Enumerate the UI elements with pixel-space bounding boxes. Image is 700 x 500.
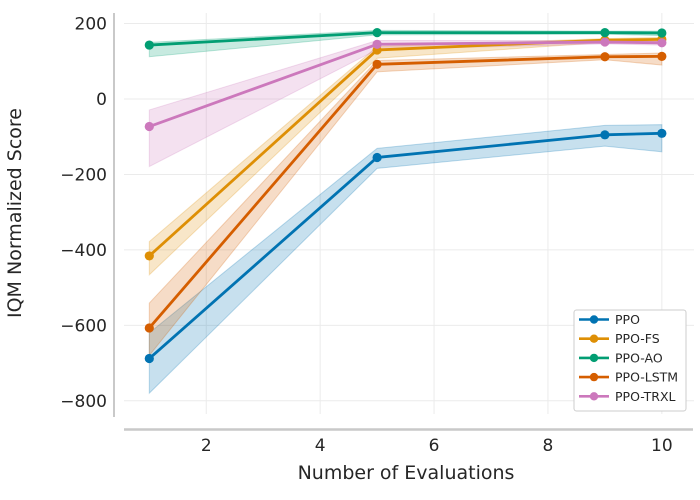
legend-dot-marker <box>589 334 599 343</box>
legend-item-PPO-TRXL: PPO-TRXL <box>579 389 676 404</box>
legend-item-PPO-FS: PPO-FS <box>579 331 660 346</box>
legend-dot-marker <box>589 372 599 382</box>
y-tick-label: −400 <box>60 241 107 261</box>
series-line-PPO-TRXL <box>148 40 662 128</box>
x-tick-label: 6 <box>429 436 440 456</box>
data-point-PPO-AO <box>144 40 154 50</box>
legend-item-PPO: PPO <box>579 312 640 327</box>
data-point-PPO-TRXL <box>600 37 610 47</box>
gridlines <box>124 13 694 414</box>
legend-box <box>573 309 687 412</box>
x-tick-labels: 2 4 6 8 10 <box>201 436 673 456</box>
axes-spines <box>113 13 693 431</box>
legend-label: PPO-AO <box>615 350 663 365</box>
data-point-PPO <box>372 152 382 163</box>
data-point-PPO-TRXL <box>657 38 667 48</box>
data-point-PPO-AO <box>600 28 610 38</box>
data-point-PPO-LSTM <box>372 59 382 69</box>
legend-label: PPO-FS <box>615 331 660 346</box>
legend-dot-marker <box>589 353 599 363</box>
y-tick-label: 0 <box>96 90 107 110</box>
data-point-PPO-FS <box>144 251 154 261</box>
legend-label: PPO-TRXL <box>615 389 676 404</box>
series-line-PPO-LSTM <box>148 54 662 329</box>
data-point-PPO-LSTM <box>600 52 610 62</box>
x-tick-label: 10 <box>651 436 673 456</box>
series-lines <box>144 28 667 364</box>
y-tick-labels: 200 0 −200 −400 −600 −800 <box>60 15 107 412</box>
series-line-PPO-FS <box>148 38 662 257</box>
x-tick-label: 4 <box>315 436 326 456</box>
confidence-band-PPO <box>148 124 663 395</box>
data-point-PPO-LSTM <box>144 323 154 333</box>
data-point-PPO <box>600 130 610 140</box>
legend-label: PPO <box>615 312 640 327</box>
legend-label: PPO-LSTM <box>615 370 678 385</box>
y-axis-label: IQM Normalized Score <box>4 108 26 318</box>
y-tick-label: 200 <box>75 15 107 35</box>
data-point-PPO-AO <box>657 28 667 38</box>
x-tick-label: 8 <box>543 436 554 456</box>
series-line-PPO <box>148 131 662 360</box>
legend-dot-marker <box>589 392 599 401</box>
legend-dot-marker <box>589 315 599 324</box>
data-point-PPO <box>144 353 154 364</box>
legend-item-PPO-AO: PPO-AO <box>579 350 663 365</box>
data-point-PPO <box>657 128 667 138</box>
y-tick-label: −800 <box>60 392 107 412</box>
legend-item-PPO-LSTM: PPO-LSTM <box>579 370 678 385</box>
data-point-PPO-AO <box>372 28 382 38</box>
series-line-PPO-AO <box>149 31 662 47</box>
data-point-PPO-LSTM <box>657 51 667 61</box>
y-tick-label: −600 <box>60 316 107 336</box>
data-point-PPO-TRXL <box>372 39 382 49</box>
y-tick-label: −200 <box>60 165 107 185</box>
x-axis-label: Number of Evaluations <box>298 462 515 484</box>
confidence-band-PPO-LSTM <box>148 52 663 357</box>
x-tick-label: 2 <box>201 436 212 456</box>
legend: PPO PPO-FS PPO-AO PPO-LSTM PPO-TRXL <box>573 309 687 412</box>
data-point-PPO-TRXL <box>144 121 154 132</box>
